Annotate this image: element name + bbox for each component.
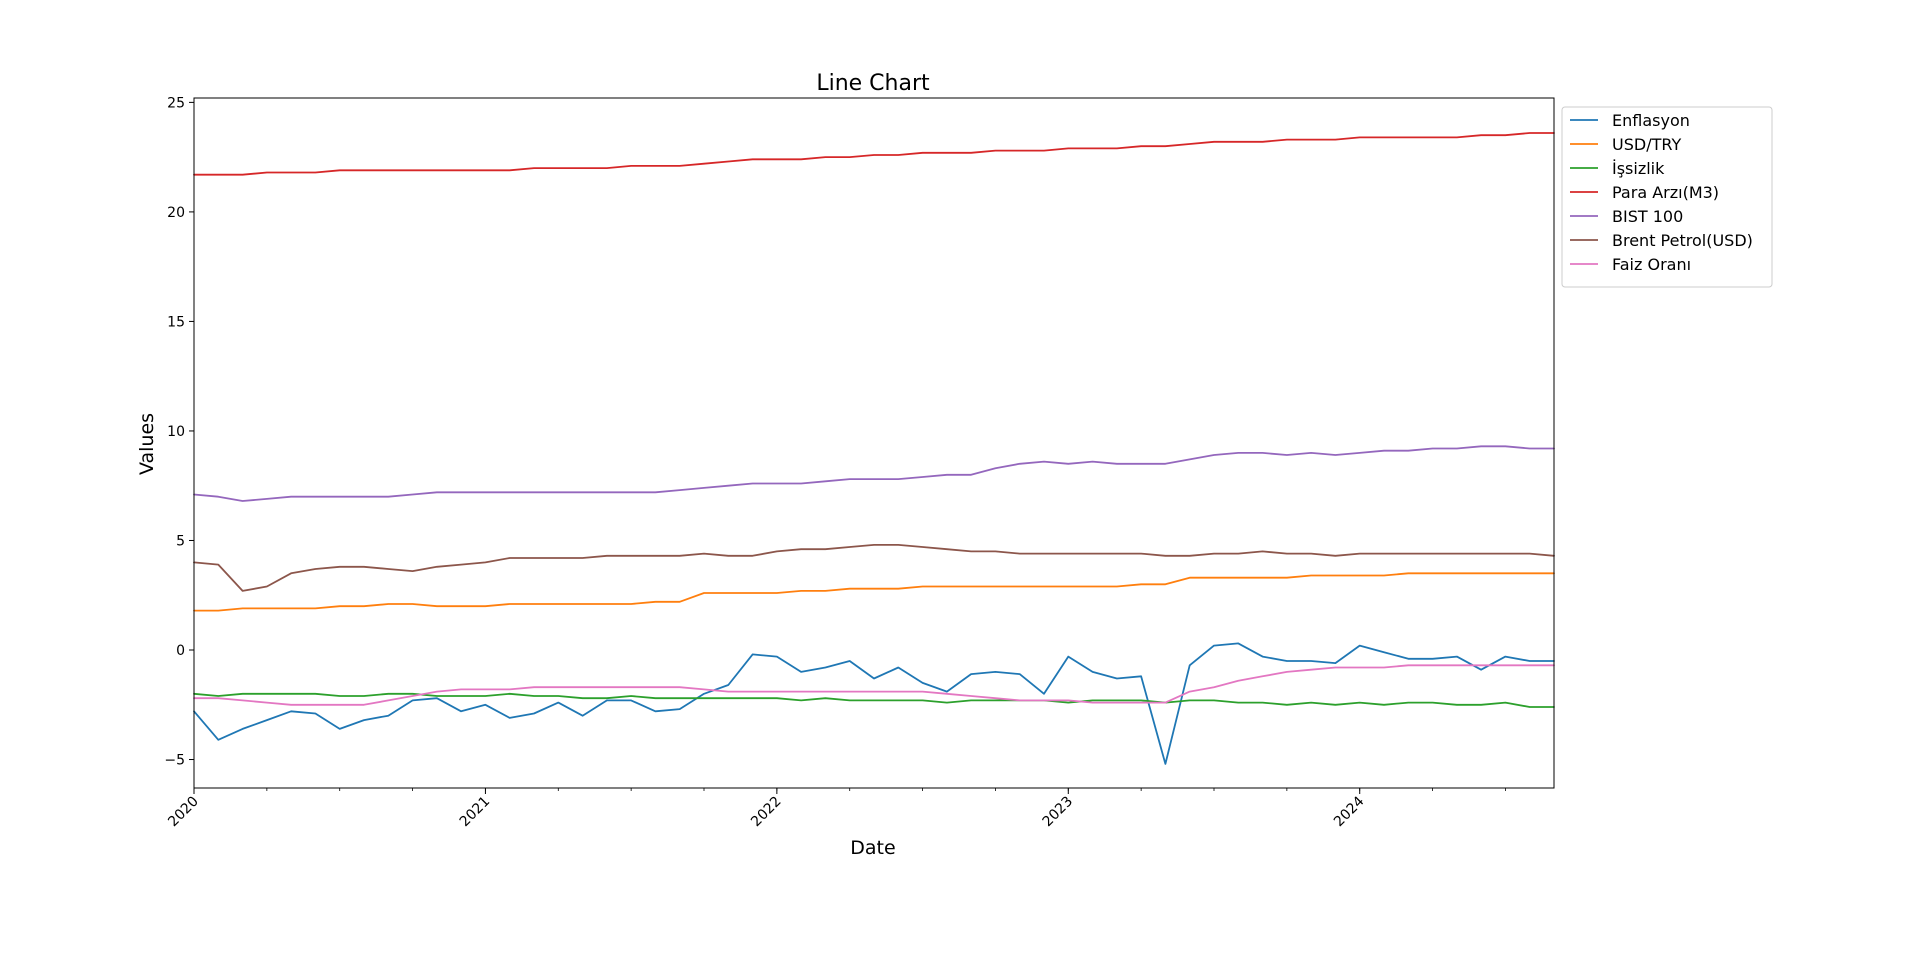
y-axis-label: Values [136, 413, 158, 475]
series-line-1 [193, 572, 1555, 612]
x-tick-label: 2021 [457, 794, 494, 831]
legend-label: Enflasyon [1612, 111, 1690, 130]
plot-frame [193, 97, 1555, 789]
y-tick-label: −5 [164, 753, 185, 769]
y-tick-label: 10 [167, 424, 185, 440]
series-line-0 [193, 642, 1555, 765]
series-line-3 [193, 132, 1555, 176]
x-tick-label: 2020 [165, 794, 202, 831]
legend-label: İşsizlik [1612, 159, 1665, 178]
series-line-4 [193, 445, 1555, 502]
x-tick-label: 2024 [1331, 793, 1368, 830]
series-line-6 [193, 664, 1555, 706]
plot-area [193, 132, 1555, 765]
legend-label: Faiz Oranı [1612, 255, 1691, 274]
axes: −5 0 5 10 15 20 25 2020 2021 2022 2023 2024 [164, 95, 1555, 831]
series-line-2 [193, 692, 1555, 708]
y-tick-label: 0 [176, 643, 185, 659]
y-tick-label: 25 [167, 95, 185, 111]
legend-label: Brent Petrol(USD) [1612, 231, 1753, 250]
y-tick-label: 20 [167, 205, 185, 221]
chart-title: Line Chart [816, 71, 930, 96]
x-tick-label: 2022 [748, 794, 785, 831]
x-tick-label: 2023 [1040, 794, 1077, 831]
y-tick-label: 15 [167, 314, 185, 330]
series-line-5 [193, 544, 1555, 592]
legend-box [1561, 106, 1773, 288]
x-axis-label: Date [850, 837, 895, 859]
legend-label: USD/TRY [1612, 135, 1681, 154]
y-tick-label: 5 [176, 533, 185, 549]
legend: Enflasyon USD/TRY İşsizlik Para Arzı(M3) BIS… [1561, 106, 1773, 288]
legend-label: BIST 100 [1612, 207, 1683, 226]
legend-label: Para Arzı(M3) [1612, 183, 1719, 202]
